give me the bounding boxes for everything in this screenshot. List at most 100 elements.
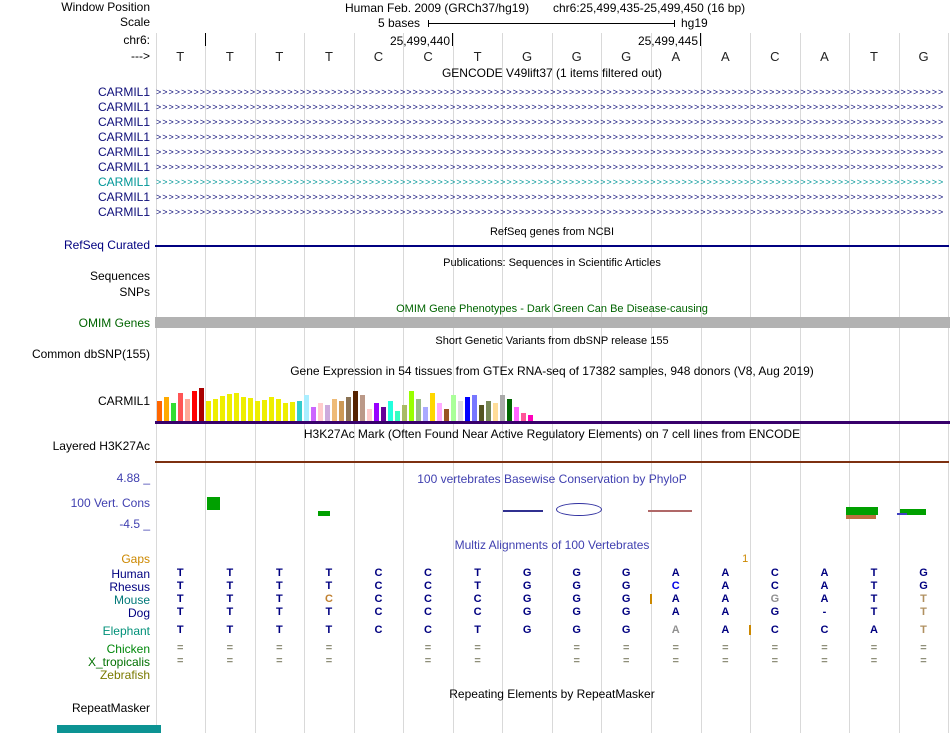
gencode-transcript-row[interactable]: >>>>>>>>>>>>>>>>>>>>>>>>>>>>>>>>>>>>>>>>… [156, 162, 944, 172]
multiz-species-label[interactable]: Elephant [102, 624, 150, 638]
publications-track-header[interactable]: Publications: Sequences in Scientific Ar… [443, 257, 661, 269]
multiz-base: = [821, 642, 828, 654]
sequence-base: T [473, 49, 482, 64]
gencode-transcript-row[interactable]: >>>>>>>>>>>>>>>>>>>>>>>>>>>>>>>>>>>>>>>>… [156, 132, 944, 142]
multiz-species-label[interactable]: Zebrafish [99, 668, 150, 682]
gencode-item-label[interactable]: CARMIL1 [97, 145, 150, 159]
multiz-species-label[interactable]: Chicken [106, 642, 150, 656]
multiz-base: = [622, 655, 630, 667]
gtex-expression-bar [367, 409, 372, 421]
multiz-base: A [671, 567, 680, 579]
gencode-transcript-row[interactable]: >>>>>>>>>>>>>>>>>>>>>>>>>>>>>>>>>>>>>>>>… [156, 207, 944, 217]
multiz-base: C [424, 580, 432, 592]
gtex-expression-bar [507, 399, 512, 421]
track-label-snps[interactable]: SNPs [119, 285, 150, 299]
gtex-expression-bar [472, 395, 477, 421]
gencode-transcript-row[interactable]: >>>>>>>>>>>>>>>>>>>>>>>>>>>>>>>>>>>>>>>>… [156, 192, 944, 202]
multiz-base: A [721, 593, 730, 605]
gencode-transcript-row[interactable]: >>>>>>>>>>>>>>>>>>>>>>>>>>>>>>>>>>>>>>>>… [156, 117, 944, 127]
gencode-item-label[interactable]: CARMIL1 [97, 160, 150, 174]
track-label-gtex-gene[interactable]: CARMIL1 [97, 394, 150, 408]
multiz-base: G [522, 580, 532, 592]
multiz-species-label[interactable]: Mouse [113, 593, 150, 607]
omim-genes-bar[interactable] [155, 317, 950, 328]
multiz-base: T [226, 606, 234, 618]
gencode-item-label[interactable]: CARMIL1 [97, 175, 150, 189]
gencode-item-label[interactable]: CARMIL1 [97, 190, 150, 204]
multiz-species-label[interactable]: Human [111, 567, 150, 581]
gencode-transcript-row[interactable]: >>>>>>>>>>>>>>>>>>>>>>>>>>>>>>>>>>>>>>>>… [156, 87, 944, 97]
scale-bar-line [428, 23, 675, 24]
sequence-base: T [324, 49, 333, 64]
grid-line [205, 33, 207, 733]
multiz-base: = [424, 642, 432, 654]
multiz-base: A [671, 624, 680, 636]
grid-line [948, 33, 950, 733]
gencode-item-label[interactable]: CARMIL1 [97, 100, 150, 114]
multiz-base: C [424, 606, 432, 618]
track-label-common-dbsnp[interactable]: Common dbSNP(155) [31, 347, 150, 361]
track-label-sequences[interactable]: Sequences [89, 269, 150, 283]
grid-line [651, 33, 652, 733]
h3k27ac-line [155, 461, 949, 463]
multiz-base: G [621, 624, 631, 636]
omim-track-header[interactable]: OMIM Gene Phenotypes - Dark Green Can Be… [396, 303, 708, 315]
sequence-base: A [820, 49, 829, 64]
gencode-item-label[interactable]: CARMIL1 [97, 115, 150, 129]
track-label-h3k27ac[interactable]: Layered H3K27Ac [52, 439, 150, 453]
sequence-base: T [275, 49, 284, 64]
multiz-base: = [870, 655, 878, 667]
grid-line [601, 33, 603, 733]
multiz-base: = [276, 642, 283, 654]
multiz-track-header[interactable]: Multiz Alignments of 100 Vertebrates [454, 538, 650, 552]
refseq-curated-line[interactable] [155, 245, 949, 247]
multiz-base: G [621, 606, 631, 618]
assembly-title: Human Feb. 2009 (GRCh37/hg19) [345, 1, 530, 15]
gtex-expression-bar [213, 399, 218, 421]
multiz-base: A [721, 624, 730, 636]
track-label-repeatmasker[interactable]: RepeatMasker [71, 701, 150, 715]
sequence-base: C [423, 49, 433, 64]
gencode-item-label[interactable]: CARMIL1 [97, 205, 150, 219]
track-label-100-vert-cons[interactable]: 100 Vert. Cons [70, 496, 150, 510]
gtex-expression-bar [248, 398, 253, 421]
multiz-gap-count: 1 [742, 553, 749, 565]
sequence-base: G [522, 49, 533, 64]
gtex-expression-bar [157, 401, 162, 421]
multiz-base: = [622, 642, 630, 654]
multiz-base: = [226, 642, 234, 654]
gencode-transcript-row[interactable]: >>>>>>>>>>>>>>>>>>>>>>>>>>>>>>>>>>>>>>>>… [156, 147, 944, 157]
multiz-base: T [176, 593, 184, 605]
multiz-base: T [870, 567, 878, 579]
multiz-species-label[interactable]: X_tropicalis [87, 655, 150, 669]
phylop-track-header[interactable]: 100 vertebrates Basewise Conservation by… [417, 472, 687, 486]
refseq-track-header[interactable]: RefSeq genes from NCBI [489, 226, 615, 238]
track-label-omim-genes[interactable]: OMIM Genes [78, 316, 150, 330]
gtex-track-header[interactable]: Gene Expression in 54 tissues from GTEx … [290, 364, 814, 378]
multiz-species-label[interactable]: Rhesus [109, 580, 150, 594]
strand-label: ---> [131, 49, 150, 63]
multiz-base: G [572, 593, 581, 605]
multiz-base: C [770, 580, 779, 592]
gencode-item-label[interactable]: CARMIL1 [97, 130, 150, 144]
repeatmasker-track-header[interactable]: Repeating Elements by RepeatMasker [449, 687, 655, 701]
multiz-base: A [721, 606, 730, 618]
gtex-expression-bar [283, 403, 288, 421]
multiz-base: C [770, 624, 779, 636]
gencode-transcript-row[interactable]: >>>>>>>>>>>>>>>>>>>>>>>>>>>>>>>>>>>>>>>>… [156, 102, 944, 112]
gtex-expression-bar [437, 403, 442, 421]
grid-line [353, 33, 355, 733]
track-label-refseq-curated[interactable]: RefSeq Curated [63, 238, 150, 252]
multiz-base: T [870, 593, 878, 605]
multiz-base: = [474, 655, 481, 667]
multiz-base: = [870, 642, 878, 654]
gencode-item-label[interactable]: CARMIL1 [97, 85, 150, 99]
multiz-species-label[interactable]: Dog [127, 606, 150, 620]
gencode-transcript-row[interactable]: >>>>>>>>>>>>>>>>>>>>>>>>>>>>>>>>>>>>>>>>… [156, 177, 944, 187]
h3k27ac-track-header[interactable]: H3K27Ac Mark (Often Found Near Active Re… [303, 427, 801, 441]
multiz-base: A [820, 593, 829, 605]
dbsnp-track-header[interactable]: Short Genetic Variants from dbSNP releas… [435, 335, 669, 347]
gtex-expression-bar [290, 402, 295, 421]
grid-line [750, 33, 752, 733]
gencode-track-header[interactable]: GENCODE V49lift37 (1 items filtered out) [441, 66, 663, 80]
